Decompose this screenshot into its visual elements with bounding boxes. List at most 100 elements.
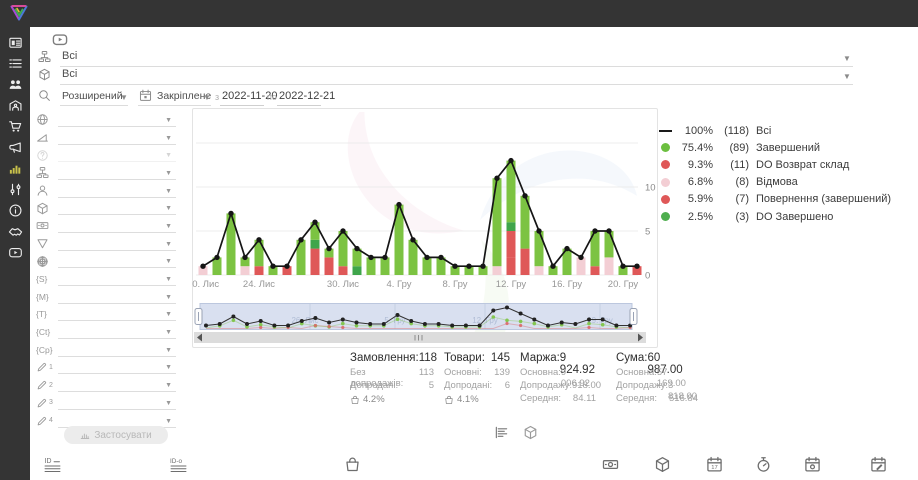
filter-select[interactable]: ▼ [58,396,176,410]
banknote-icon[interactable] [602,456,619,473]
chevron-down-icon[interactable]: ▼ [165,205,172,213]
legend-percent: 9.3% [687,158,713,171]
filter-select[interactable]: ▼ [58,325,176,340]
chevron-down-icon[interactable]: ▼ [165,169,172,177]
filter-select[interactable]: ▼ [58,254,176,269]
view-toggle-list-view-icon[interactable] [494,425,509,440]
package-icon[interactable] [654,456,671,473]
legend-item[interactable]: 2.5% (3) DO Завершено [658,208,891,225]
chevron-down-icon[interactable]: ▼ [203,93,211,102]
chevron-down-icon[interactable]: ▼ [165,187,172,195]
sidebar-item-dashboard[interactable] [4,35,26,50]
filter-select[interactable]: ▼ [58,237,176,251]
filter-select[interactable]: ▼ [58,360,176,375]
filter-select[interactable]: ▼ [58,201,176,216]
chevron-down-icon[interactable]: ▼ [165,276,172,284]
filter-select[interactable]: ▼ [58,219,176,233]
legend-item[interactable]: 6.8% (8) Відмова [658,174,891,191]
filter-select[interactable]: ▼ [58,307,176,322]
chevron-down-icon[interactable]: ▼ [843,54,851,63]
sidebar-item-video[interactable] [4,245,26,260]
date-from-input[interactable]: 2022-11-20 [222,90,278,102]
sidebar-item-warehouse[interactable] [4,98,26,113]
filter-select[interactable]: ▼ [58,378,176,393]
sidebar-item-partners[interactable] [4,224,26,239]
legend-label: Повернення (завершений) [756,193,892,206]
chevron-down-icon[interactable]: ▼ [120,93,128,102]
search-icon [38,89,51,102]
navigator-left-handle[interactable] [194,308,203,325]
chevron-down-icon[interactable]: ▼ [165,399,172,407]
chevron-down-icon[interactable]: ▼ [165,329,172,337]
navigator-scrollbar[interactable] [194,332,646,343]
sidebar-item-orders[interactable] [4,56,26,71]
video-icon [8,245,23,260]
chevron-down-icon[interactable]: ▼ [165,240,172,248]
chevron-down-icon[interactable]: ▼ [165,152,172,160]
legend-percent: 75.4% [681,141,713,154]
legend-item[interactable]: 100% (118) Всі [658,122,891,139]
filter-select[interactable]: ▼ [58,290,176,304]
navigator-right-handle[interactable] [629,308,638,325]
period-mode-select[interactable]: Закріплене [157,90,212,102]
apply-button[interactable]: Застосувати [64,426,168,444]
brand-logo-icon[interactable] [8,2,30,24]
date-to-input[interactable]: 2022-12-21 [279,90,336,102]
chart-legend: 100% (118) Всі 75.4% (89) Завершений 9.3… [658,122,891,225]
video-help-button[interactable] [48,31,72,48]
chevron-down-icon[interactable]: ▼ [165,222,172,230]
filter-select[interactable]: ▼ [58,272,176,287]
pencil-icon [36,379,48,391]
chevron-down-icon[interactable]: ▼ [843,72,851,81]
chevron-down-icon[interactable]: ▼ [165,346,172,354]
chevron-down-icon[interactable]: ▼ [165,258,172,266]
stat-value: 60 987.00 [647,352,683,376]
stat-sub-label: Основна: [520,367,561,378]
sidebar-item-sliders[interactable] [4,182,26,197]
filter-select[interactable]: ▼ [58,184,176,198]
calendar-date-icon[interactable]: 17 [706,456,723,473]
chart-navigator[interactable]: 26. Лис 5. Гру 12. Гру 19. Гру [194,302,646,344]
sidebar-item-clients[interactable] [4,77,26,92]
stat-column: Товари: 145 Основні: 139 Допродані: 6 4.1% [444,352,510,405]
chevron-down-icon[interactable]: ▼ [165,382,172,390]
bag-icon[interactable] [344,456,361,473]
chevron-down-icon[interactable]: ▼ [165,364,172,372]
stat-value: 118 [418,352,438,364]
calendar-pin-icon[interactable] [804,456,821,473]
chevron-down-icon[interactable]: ▼ [165,134,172,142]
ramp-icon [36,131,49,144]
legend-item[interactable]: 9.3% (11) DO Возврат склад [658,156,891,173]
status-group-select[interactable]: Всі [62,50,78,62]
package-icon [36,202,49,215]
stat-sub-value: 6 [504,380,510,391]
filter-select[interactable]: ▼ [58,148,176,163]
chevron-down-icon[interactable]: ▼ [165,311,172,319]
id-list-icon[interactable]: ID [44,456,61,473]
sidebar-item-info[interactable] [4,203,26,218]
view-toggle-package-icon[interactable] [523,425,538,440]
chevron-down-icon[interactable]: ▼ [165,116,172,124]
chevron-down-icon[interactable]: ▼ [165,417,172,425]
legend-item[interactable]: 75.4% (89) Завершений [658,139,891,156]
stopwatch-icon[interactable] [755,456,772,473]
filter-select[interactable]: ▼ [58,166,176,180]
filter-select[interactable]: ▼ [58,113,176,127]
legend-percent: 2.5% [687,210,713,223]
legend-item[interactable]: 5.9% (7) Повернення (завершений) [658,191,891,208]
chevron-down-icon[interactable]: ▼ [165,293,172,301]
warehouse-icon [8,98,23,113]
sidebar-item-cart[interactable] [4,119,26,134]
bag-icon [350,395,360,405]
search-mode-select[interactable]: Розширений [62,90,123,102]
filter-select[interactable]: ▼ [58,343,176,357]
id-o-list-icon[interactable]: ID-o [170,456,187,473]
filter-select[interactable]: ▼ [58,131,176,145]
sidebar-item-megaphone[interactable] [4,140,26,155]
orders-chart: 0 5 10 20. Лис 24. Лис 30. Лис 4. Гру 8. Гру 12.… [192,142,656,290]
legend-dot-marker [661,160,670,170]
sidebar-item-analytics[interactable] [4,161,26,176]
product-group-select[interactable]: Всі [62,68,78,80]
legend-dot-marker [661,143,670,153]
calendar-edit-icon[interactable] [870,456,887,473]
